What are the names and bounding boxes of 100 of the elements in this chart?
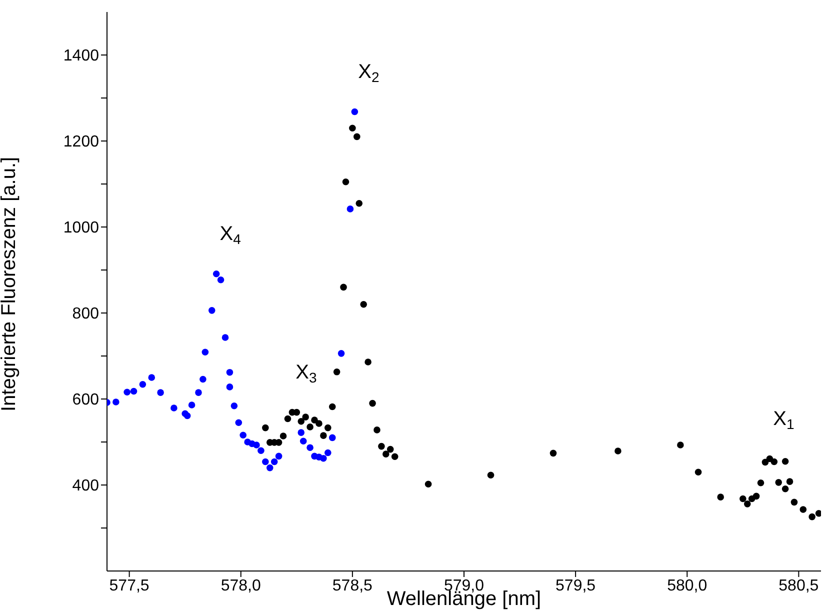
point [338, 350, 345, 357]
point [298, 418, 305, 425]
y-tick-label: 1400 [63, 48, 100, 65]
point [782, 485, 789, 492]
point [320, 454, 327, 462]
point [378, 442, 385, 450]
point [200, 376, 206, 383]
annotation: X$_{2}$ [358, 60, 380, 85]
x-tick-label: 579,5 [556, 577, 596, 594]
point [349, 124, 356, 132]
y-tick-label: 1200 [63, 134, 100, 151]
point [782, 458, 789, 465]
point [340, 284, 347, 291]
point [202, 348, 209, 356]
point [148, 374, 156, 381]
point [770, 458, 778, 466]
point [262, 424, 269, 432]
point [208, 307, 216, 314]
point [360, 301, 367, 308]
point [258, 447, 264, 454]
point [424, 480, 432, 488]
point [188, 402, 196, 408]
point [757, 479, 764, 486]
point [677, 442, 684, 448]
point [217, 276, 224, 284]
point [786, 478, 794, 485]
point [354, 133, 360, 140]
point [369, 400, 376, 407]
point [170, 404, 178, 412]
x-tick-label: 577,5 [109, 577, 150, 594]
point [230, 402, 238, 410]
point [694, 468, 702, 476]
point [240, 432, 247, 439]
y-tick-label: 1000 [63, 220, 100, 237]
point [324, 449, 332, 456]
point [550, 450, 557, 457]
point [333, 368, 340, 376]
point [157, 389, 164, 396]
point [275, 452, 282, 460]
point [320, 432, 327, 439]
point [235, 419, 242, 426]
point [342, 178, 350, 186]
point [815, 510, 821, 517]
point [744, 500, 751, 508]
point [808, 513, 816, 520]
point [293, 408, 300, 416]
point [356, 200, 363, 207]
point [112, 398, 120, 406]
point [717, 494, 724, 500]
point [298, 429, 305, 436]
annotation: X$_{3}$ [296, 361, 317, 386]
point [775, 479, 782, 486]
point [124, 388, 130, 396]
point [740, 495, 746, 502]
point [270, 458, 278, 466]
point [328, 434, 336, 442]
y-tick-label: 800 [72, 306, 100, 323]
point [306, 444, 314, 451]
point [374, 426, 380, 434]
point [212, 270, 220, 278]
point [391, 453, 398, 460]
point [195, 389, 202, 396]
point [226, 384, 234, 390]
x-tick-label: 580,5 [778, 577, 819, 594]
annotation: X$_{1}$ [773, 408, 794, 432]
y-axis-title: Integrierte Fluoreszenz [a.u.] [0, 156, 20, 412]
point [284, 415, 292, 422]
point [302, 414, 309, 420]
point [253, 442, 260, 448]
point [364, 358, 372, 366]
point [266, 464, 274, 472]
point [300, 438, 307, 445]
annotation: X$_{4}$ [220, 222, 242, 248]
point [262, 458, 269, 466]
point [328, 403, 336, 410]
point [752, 492, 760, 500]
x-tick-label: 578,5 [332, 577, 373, 594]
y-tick-label: 400 [72, 478, 100, 495]
point [222, 334, 229, 341]
point [351, 108, 358, 116]
point [762, 458, 769, 466]
point [280, 432, 287, 440]
point [800, 506, 807, 513]
point [226, 368, 234, 376]
point [614, 448, 622, 454]
point [139, 380, 146, 388]
y-tick-label: 600 [72, 392, 100, 409]
point [346, 206, 354, 212]
point [386, 446, 394, 453]
point [130, 388, 138, 395]
point [316, 420, 322, 427]
point [311, 416, 318, 424]
x-tick-label: 580,0 [667, 577, 708, 594]
point [184, 412, 191, 420]
point [306, 424, 314, 430]
x-tick-label: 578,0 [220, 577, 261, 594]
point [487, 472, 494, 479]
point [790, 498, 798, 506]
point [324, 424, 332, 432]
point [382, 450, 390, 458]
